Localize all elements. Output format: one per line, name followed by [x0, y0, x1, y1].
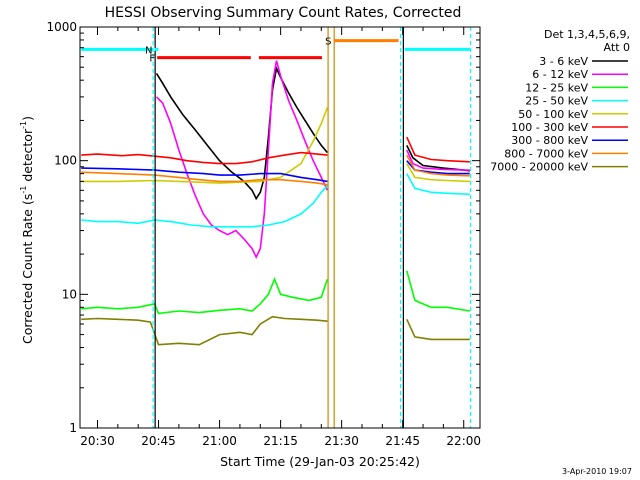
x-tick-label: 21:45 [385, 434, 420, 448]
series-line-9 [406, 318, 470, 341]
series-line-6 [81, 151, 328, 165]
series-line-7 [81, 167, 328, 183]
legend-label-2: 6 - 12 keV [532, 68, 588, 81]
data-layer [81, 60, 470, 346]
footer-date: 3-Apr-2010 19:07 [562, 467, 632, 476]
series-line-3 [81, 276, 329, 315]
flag-layer: NF S [81, 27, 472, 428]
x-tick-label: 21:15 [263, 434, 298, 448]
flag-label: F [149, 54, 155, 65]
legend-label-7: 300 - 800 keV [511, 134, 588, 147]
x-tick-label: 20:45 [141, 434, 176, 448]
y-tick-label: 1000 [46, 20, 77, 34]
x-tick-label: 21:00 [202, 434, 237, 448]
axes-layer: 1 10 100 1000 20:30 20:45 21:00 21:15 21:30 21:45… [46, 20, 481, 448]
legend-label-1: 3 - 6 keV [539, 55, 588, 68]
series-line-3 [406, 270, 470, 312]
series-line-9 [81, 315, 328, 346]
y-axis-label-sup2: -1 [19, 121, 28, 129]
x-tick-label: 21:30 [324, 434, 359, 448]
y-tick-label: 100 [54, 154, 77, 168]
x-tick-label: 22:00 [446, 434, 481, 448]
y-axis-label-sup1: -1 [19, 186, 28, 194]
legend-label-8: 800 - 7000 keV [504, 147, 588, 160]
series-line-2 [406, 149, 470, 171]
legend-header-line1: Det 1,3,4,5,6,9, [544, 28, 630, 41]
series-line-5 [81, 107, 329, 184]
legend-label-9: 7000 - 20000 keV [490, 161, 588, 174]
legend-label-5: 50 - 100 keV [518, 108, 588, 121]
series-line-1 [406, 145, 470, 172]
legend-label-4: 25 - 50 keV [525, 95, 588, 108]
flag-label: S [325, 37, 331, 48]
series-line-8 [81, 171, 328, 186]
chart-title: HESSI Observing Summary Count Rates, Cor… [105, 5, 462, 21]
legend-label-6: 100 - 300 keV [511, 121, 588, 134]
series-line-1 [155, 65, 329, 201]
plot-frame [79, 26, 481, 429]
y-tick-label: 10 [62, 287, 77, 301]
legend-label-3: 12 - 25 keV [525, 81, 588, 94]
x-tick-label: 20:30 [80, 434, 115, 448]
x-axis-label: Start Time (29-Jan-03 20:25:42) [220, 454, 420, 469]
y-axis-label: Corrected Count Rate (s-1 detector-1) [19, 116, 35, 344]
series-line-8 [406, 154, 470, 177]
y-axis-label-mid: detector [20, 128, 35, 186]
legend-header-line2: Att 0 [604, 41, 630, 54]
y-tick-label: 1 [69, 421, 77, 435]
series-line-5 [406, 163, 470, 183]
y-axis-label-main: Corrected Count Rate (s [20, 194, 35, 344]
series-line-4 [406, 173, 470, 196]
flag-label: N [145, 45, 152, 56]
y-axis-label-end: ) [20, 116, 35, 121]
series-line-6 [406, 136, 470, 163]
series-line-2 [155, 60, 329, 259]
series-line-4 [81, 185, 328, 228]
series-line-7 [406, 160, 470, 175]
